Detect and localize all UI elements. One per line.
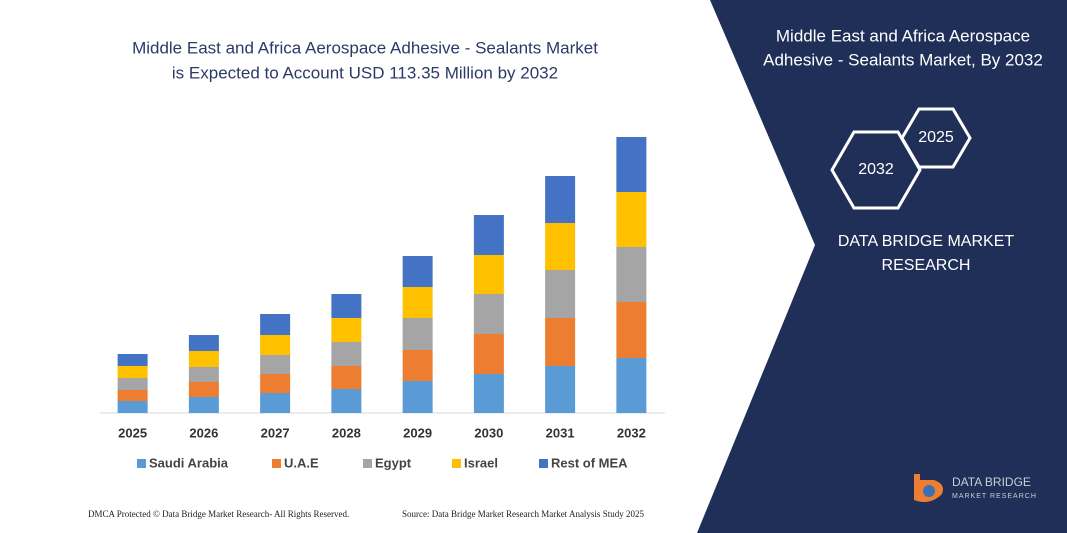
bar-segment xyxy=(331,342,362,366)
footer-right: Source: Data Bridge Market Research Mark… xyxy=(402,509,644,519)
bar-segment xyxy=(473,294,504,334)
bar-segment xyxy=(545,366,576,413)
x-tick-label: 2032 xyxy=(617,425,646,440)
legend-label: Egypt xyxy=(375,455,412,470)
bar-segment xyxy=(473,255,504,294)
bar-segment xyxy=(331,389,362,413)
badge-label: 2032 xyxy=(858,161,894,178)
panel-title: Middle East and Africa Aerospace xyxy=(776,26,1030,45)
x-tick-label: 2027 xyxy=(261,425,290,440)
bar-segment xyxy=(188,335,219,351)
bar-segment xyxy=(545,318,576,366)
bar-segment xyxy=(545,223,576,270)
legend-swatch xyxy=(539,459,548,468)
chart-title: Middle East and Africa Aerospace Adhesiv… xyxy=(132,38,598,57)
bar-segment xyxy=(616,358,647,413)
x-tick-label: 2028 xyxy=(332,425,361,440)
bar-segment xyxy=(545,270,576,318)
bar-segment xyxy=(402,318,433,350)
bar-segment xyxy=(616,247,647,302)
bar-segment xyxy=(616,192,647,247)
bar-segment xyxy=(188,397,219,413)
brand-text: DATA BRIDGE MARKET xyxy=(838,233,1015,250)
legend-label: Rest of MEA xyxy=(551,455,628,470)
bar-segment xyxy=(331,294,362,318)
x-tick-label: 2026 xyxy=(189,425,218,440)
bar-segment xyxy=(545,176,576,223)
legend-swatch xyxy=(137,459,146,468)
legend-swatch xyxy=(272,459,281,468)
bar-segment xyxy=(117,366,148,378)
x-tick-label: 2025 xyxy=(118,425,147,440)
logo-icon xyxy=(923,485,935,497)
bar-segment xyxy=(616,302,647,358)
bar-segment xyxy=(331,318,362,342)
bar-segment xyxy=(402,381,433,413)
logo-text: MARKET RESEARCH xyxy=(952,493,1037,500)
x-tick-label: 2029 xyxy=(403,425,432,440)
logo-text: DATA BRIDGE xyxy=(952,475,1031,489)
legend-label: Israel xyxy=(464,455,498,470)
legend-label: U.A.E xyxy=(284,455,319,470)
bar-segment xyxy=(260,314,291,335)
bar-segment xyxy=(402,256,433,287)
bar-segment xyxy=(402,287,433,318)
badge-label: 2025 xyxy=(918,129,954,146)
bar-segment xyxy=(260,355,291,374)
bar-segment xyxy=(616,137,647,192)
bar-segment xyxy=(331,366,362,389)
bar-segment xyxy=(117,354,148,366)
bar-segment xyxy=(260,335,291,355)
legend-swatch xyxy=(452,459,461,468)
x-tick-label: 2030 xyxy=(474,425,503,440)
panel-title: Adhesive - Sealants Market, By 2032 xyxy=(763,50,1043,69)
footer-left: DMCA Protected © Data Bridge Market Rese… xyxy=(88,509,349,519)
x-tick-label: 2031 xyxy=(546,425,575,440)
bar-segment xyxy=(402,350,433,381)
bar-segment xyxy=(188,351,219,367)
bar-segment xyxy=(188,382,219,397)
bar-segment xyxy=(473,215,504,255)
badge-hexagon xyxy=(900,107,972,169)
bar-segment xyxy=(260,393,291,413)
bar-segment xyxy=(473,334,504,374)
badge-hexagon xyxy=(830,130,922,210)
legend-swatch xyxy=(363,459,372,468)
brand-text: RESEARCH xyxy=(882,257,971,274)
bar-segment xyxy=(117,401,148,413)
bar-segment xyxy=(117,378,148,390)
legend-label: Saudi Arabia xyxy=(149,455,229,470)
chart-title: is Expected to Account USD 113.35 Millio… xyxy=(172,63,558,82)
bar-segment xyxy=(188,367,219,382)
bar-segment xyxy=(260,374,291,393)
bar-segment xyxy=(117,390,148,401)
side-panel xyxy=(697,0,1067,533)
bar-segment xyxy=(473,374,504,413)
